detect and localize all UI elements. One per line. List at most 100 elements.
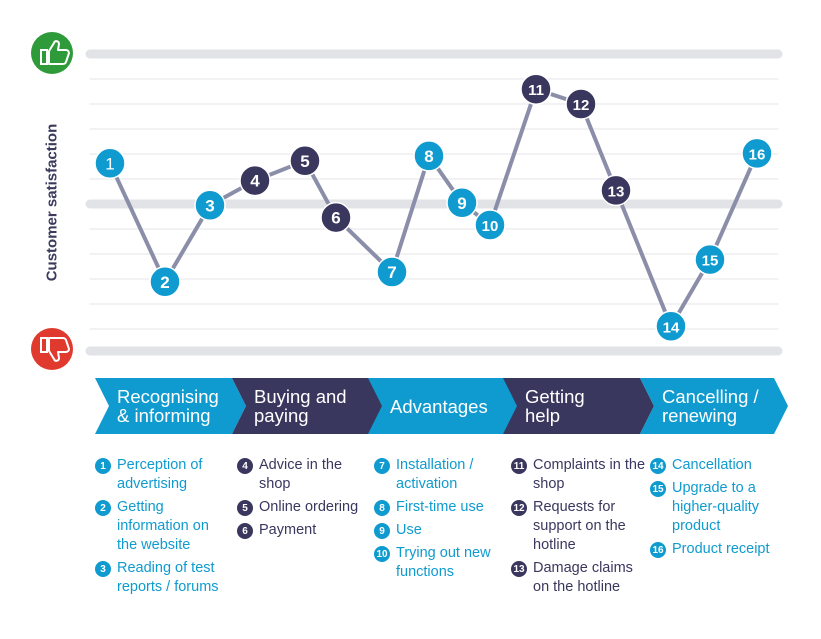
- touchpoint-number: 2: [95, 500, 111, 516]
- touchpoint-text: Reading of test reports / forums: [117, 560, 219, 595]
- chart-grid: [85, 49, 783, 356]
- touchpoint-item: 3 Reading of test reports / forums: [95, 559, 230, 597]
- touchpoint-marker: 5: [289, 145, 321, 177]
- touchpoint-marker: 11: [520, 73, 552, 105]
- marker-label: 3: [205, 196, 214, 215]
- touchpoint-number: 3: [95, 561, 111, 577]
- phase-arrow: [640, 378, 788, 434]
- touchpoint-marker: 14: [655, 310, 687, 343]
- touchpoint-number: 6: [237, 523, 253, 539]
- phase-label: Recognising & informing: [117, 386, 219, 426]
- touchpoint-item: 1 Perception of advertising: [95, 456, 230, 494]
- phase-label: Buying and paying: [254, 386, 347, 426]
- touchpoint-marker: 8: [413, 140, 445, 172]
- marker-label: 2: [160, 273, 169, 292]
- touchpoint-marker: 4: [239, 164, 271, 197]
- phase-labels: Recognising & informing Buying and paying Ad…: [0, 378, 821, 434]
- marker-label: 4: [250, 172, 260, 191]
- touchpoint-marker: 15: [694, 243, 726, 276]
- touchpoint-number: 7: [374, 458, 390, 474]
- marker-label: 12: [573, 97, 590, 114]
- touchpoint-item: 10 Trying out new functions: [374, 544, 509, 582]
- touchpoint-text: Use: [396, 522, 422, 538]
- touchpoint-item: 4 Advice in the shop: [237, 456, 372, 494]
- touchpoint-text: First-time use: [396, 499, 484, 515]
- phase-label: Cancelling / renewing: [662, 386, 759, 426]
- marker-dot: [320, 201, 352, 234]
- marker-label: 6: [331, 209, 340, 228]
- touchpoint-number: 12: [511, 500, 527, 516]
- marker-dot: [520, 73, 552, 105]
- touchpoint-marker: 10: [474, 209, 506, 241]
- touchpoint-item: 15 Upgrade to a higher-quality product: [650, 479, 785, 536]
- touchpoint-marker: 1: [94, 147, 126, 180]
- touchpoint-text: Online ordering: [259, 499, 359, 515]
- thumbs-down-icon: [31, 328, 73, 370]
- touchpoint-text: Complaints in the shop: [533, 457, 646, 492]
- touchpoint-marker: 9: [446, 187, 478, 219]
- marker-label: 5: [300, 152, 309, 171]
- touchpoint-text: Upgrade to a higher-quality product: [672, 480, 760, 534]
- touchpoint-number: 16: [650, 542, 666, 558]
- marker-dot: [194, 189, 226, 222]
- marker-label: 8: [424, 147, 433, 166]
- touchpoint-marker: 7: [376, 256, 408, 288]
- touchpoint-number: 13: [511, 561, 527, 577]
- touchpoint-text: Perception of advertising: [117, 457, 203, 492]
- touchpoint-text: Damage claims on the hotline: [533, 560, 633, 595]
- marker-dot: [376, 256, 408, 288]
- touchpoint-number: 11: [511, 458, 527, 474]
- touchpoint-text: Advice in the shop: [259, 457, 343, 492]
- touchpoint-item: 11 Complaints in the shop: [511, 456, 646, 494]
- marker-dot: [655, 310, 687, 343]
- touchpoint-item: 6 Payment: [237, 521, 372, 540]
- phase-label: Advantages: [390, 395, 488, 417]
- touchpoint-item: 7 Installation / activation: [374, 456, 509, 494]
- marker-dot: [565, 88, 597, 120]
- touchpoint-marker: 2: [149, 266, 181, 298]
- touchpoint-marker: 6: [320, 201, 352, 234]
- touchpoint-item: 14 Cancellation: [650, 456, 785, 475]
- touchpoint-item: 9 Use: [374, 521, 509, 540]
- marker-dot: [600, 174, 632, 207]
- touchpoint-marker: 16: [741, 137, 773, 170]
- touchpoint-text: Getting information on the website: [117, 499, 209, 553]
- touchpoint-column: 1 Perception of advertising 2 Getting infor…: [95, 456, 230, 601]
- touchpoint-marker: 13: [600, 174, 632, 207]
- touchpoint-item: 8 First-time use: [374, 498, 509, 517]
- marker-label: 14: [663, 319, 680, 336]
- touchpoint-number: 9: [374, 523, 390, 539]
- touchpoint-column: 7 Installation / activation 8 First-time us…: [374, 456, 509, 586]
- phase-arrow: [368, 378, 519, 434]
- marker-label: 1: [105, 154, 114, 173]
- touchpoint-item: 16 Product receipt: [650, 540, 785, 559]
- marker-dot: [446, 187, 478, 219]
- touchpoint-text: Payment: [259, 522, 317, 538]
- touchpoint-number: 8: [374, 500, 390, 516]
- marker-dot: [149, 266, 181, 298]
- thumbs-up-icon: [31, 32, 73, 74]
- marker-label: 10: [482, 218, 499, 235]
- phase-label: Getting help: [525, 386, 585, 426]
- marker-dot: [694, 243, 726, 276]
- touchpoint-column: 11 Complaints in the shop 12 Requests for s…: [511, 456, 646, 601]
- touchpoint-number: 15: [650, 481, 666, 497]
- phase-arrow: [503, 378, 654, 434]
- touchpoint-item: 5 Online ordering: [237, 498, 372, 517]
- satisfaction-line: [108, 87, 759, 329]
- touchpoint-text: Requests for support on the hotline: [533, 499, 626, 553]
- touchpoint-column: 4 Advice in the shop 5 Online ordering 6 Paym…: [237, 456, 372, 544]
- touchpoint-number: 4: [237, 458, 253, 474]
- marker-label: 9: [457, 194, 466, 213]
- touchpoint-number: 1: [95, 458, 111, 474]
- marker-label: 16: [749, 146, 766, 163]
- touchpoint-item: 12 Requests for support on the hotline: [511, 498, 646, 555]
- marker-dot: [741, 137, 773, 170]
- marker-label: 15: [702, 253, 719, 270]
- marker-dot: [413, 140, 445, 172]
- touchpoint-marker: 3: [194, 189, 226, 222]
- touchpoint-item: 13 Damage claims on the hotline: [511, 559, 646, 597]
- touchpoint-number: 5: [237, 500, 253, 516]
